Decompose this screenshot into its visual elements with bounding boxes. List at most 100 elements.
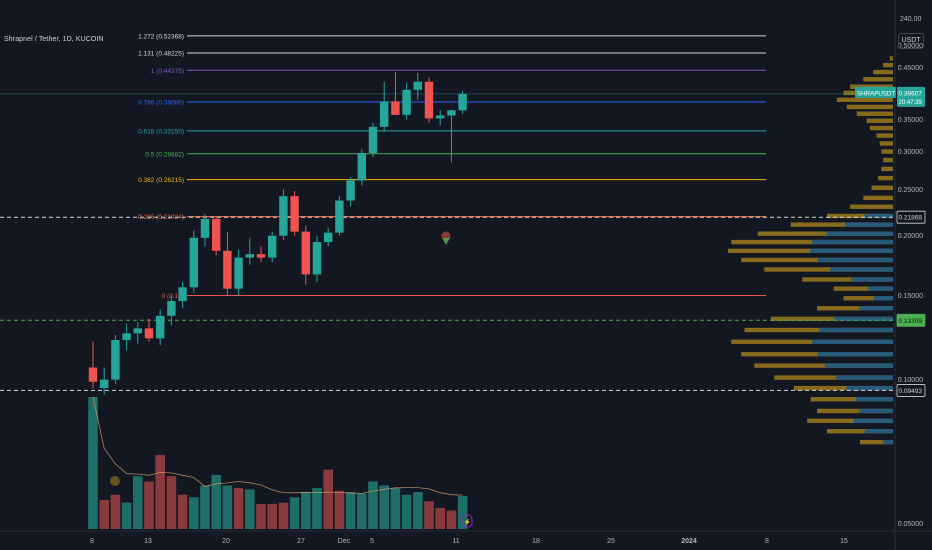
y-axis-tick-label: 0.30000 [898, 149, 923, 156]
symbol-price-tag [855, 86, 896, 98]
volume-bar [278, 502, 289, 529]
y-axis-tick-label: 0.20000 [898, 233, 923, 240]
candle-body [223, 250, 232, 289]
lightning-icon: ⚡ [464, 518, 471, 526]
volume-bar [424, 501, 434, 529]
candle-body [189, 237, 198, 288]
price-tag [896, 210, 926, 224]
fib-level-label: 0.5 (0.29682) [145, 151, 184, 158]
candle-body [413, 81, 422, 90]
volume-bar [457, 496, 468, 529]
volume-profile-bar [741, 352, 893, 357]
volume-bar [345, 492, 356, 529]
x-axis-tick-label: 8 [765, 538, 769, 545]
volume-bar [99, 499, 109, 529]
volume-profile-bar [850, 84, 893, 89]
lightning-event-marker [462, 514, 473, 528]
volume-bar [446, 510, 457, 529]
candle-body [335, 200, 344, 233]
volume-profile-bar [764, 267, 893, 272]
volume-bar [233, 488, 244, 529]
price-tag-label: 0.13309 [899, 318, 923, 325]
symbol-tag-label: SHRAPUSDT [857, 90, 895, 97]
x-axis-tick-label: 25 [607, 538, 615, 545]
volume-profile-bar [827, 429, 893, 434]
volume-profile-value-area [864, 213, 893, 219]
candle-body [111, 340, 120, 380]
candle-body [357, 152, 366, 181]
volume-profile-value-area [844, 222, 893, 227]
volume-profile-bar [869, 125, 893, 131]
y-axis-tick-label: 0.25000 [898, 187, 923, 194]
volume-profile-bar [827, 213, 893, 219]
candle-body [436, 115, 445, 119]
x-axis-tick-label: 2024 [681, 538, 697, 545]
volume-bar [289, 497, 300, 529]
candle-body [268, 235, 277, 258]
price-tag [896, 313, 926, 327]
x-axis-tick-label: 13 [144, 538, 152, 545]
fib-level-label: 0.786 (0.38086) [138, 100, 184, 107]
candle-body [279, 196, 288, 236]
volume-profile-bar [807, 418, 893, 424]
volume-profile-bar [860, 439, 893, 445]
volume-profile-bar [774, 375, 893, 380]
x-axis-tick-label: 15 [840, 538, 848, 545]
volume-profile-value-area [873, 296, 893, 301]
volume-profile-bar [770, 316, 893, 322]
x-axis-tick-label: Dec [338, 538, 351, 545]
volume-profile-bar [836, 97, 893, 102]
volume-profile-value-area [819, 327, 893, 333]
volume-profile-bar [881, 166, 893, 172]
last-price-tag [897, 86, 925, 107]
candle-body [156, 315, 165, 339]
candle-body [178, 287, 187, 302]
price-tag [896, 384, 926, 397]
volume-profile-bar [833, 286, 893, 291]
volume-bar [211, 474, 221, 529]
volume-bar [166, 476, 177, 529]
volume-profile-bar [817, 408, 893, 414]
candle-body [368, 126, 378, 153]
volume-bar [267, 503, 277, 529]
candle-body [245, 254, 254, 258]
fib-level-label: 0.382 (0.26215) [138, 177, 184, 184]
volume-profile-bar [757, 231, 893, 236]
currency-button[interactable]: USDT [898, 33, 924, 49]
volume-profile-value-area [830, 267, 893, 272]
volume-profile-value-area [817, 257, 893, 263]
volume-bar [413, 492, 423, 529]
fib-level-label: 1 (0.44375) [151, 68, 184, 75]
candle-body [167, 301, 176, 316]
candle-body [133, 328, 142, 334]
volume-profile-bar [850, 204, 893, 209]
volume-bar [222, 485, 233, 529]
volume-bar [121, 502, 132, 529]
candle-body [380, 101, 389, 127]
candle-body [402, 89, 411, 115]
volume-bar [245, 489, 255, 529]
candle-body [290, 196, 299, 232]
volume-profile-bar [846, 104, 893, 110]
candle-body [424, 81, 434, 119]
volume-profile-bar [817, 306, 893, 311]
volume-profile-value-area [851, 277, 893, 282]
volume-bar [301, 492, 311, 529]
volume-profile-value-area [853, 418, 893, 424]
volume-bar [144, 481, 154, 529]
y-axis-tick-label: 0.05000 [898, 521, 923, 528]
volume-bar [357, 493, 367, 529]
volume-profile-bar [863, 195, 893, 201]
y-axis-tick-label: 0.35000 [898, 117, 923, 124]
candle-body [301, 231, 310, 275]
volume-profile-value-area [868, 286, 893, 291]
candle-body [88, 367, 98, 382]
signal-arrow-marker [442, 238, 450, 245]
volume-profile-bar [790, 222, 893, 227]
volume-bar [133, 476, 143, 529]
fib-level-label: 1.131 (0.48225) [138, 51, 184, 58]
volume-profile-value-area [812, 239, 893, 245]
volume-bar [312, 488, 322, 529]
